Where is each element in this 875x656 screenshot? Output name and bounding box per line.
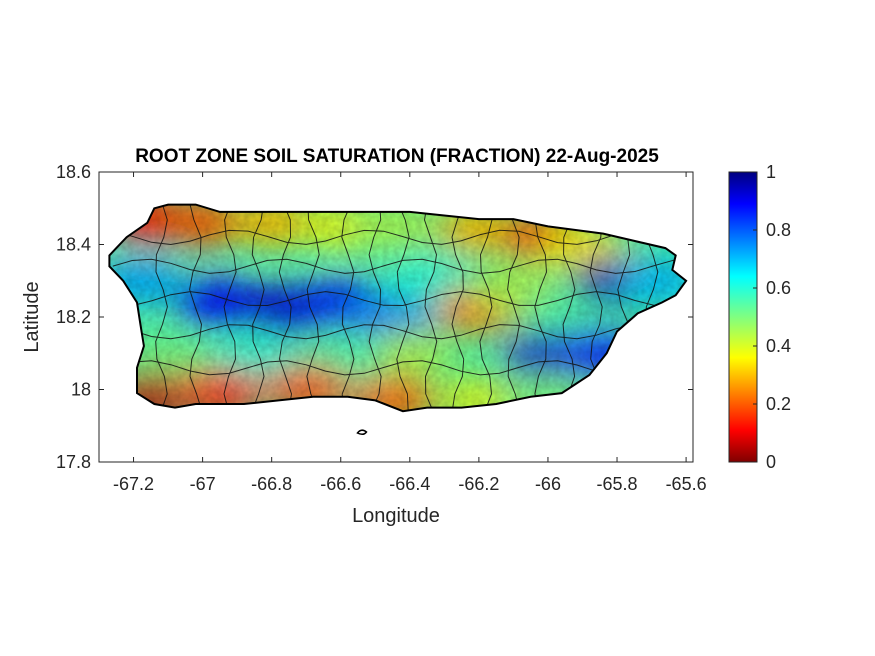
colorbar-ticks: 0 0.2 0.4 0.6 0.8 1 xyxy=(753,162,791,472)
y-axis-label: Latitude xyxy=(21,281,43,352)
x-tick-label: -66.8 xyxy=(251,474,292,494)
x-tick-label: -65.6 xyxy=(666,474,707,494)
x-axis-ticks: -67.2 -67 -66.8 -66.6 -66.4 -66.2 -66 -65.8 -65.… xyxy=(113,172,707,494)
y-tick-label: 17.8 xyxy=(56,452,91,472)
municipality-border xyxy=(112,229,687,246)
colorbar-tick-label: 0.8 xyxy=(766,220,791,240)
municipality-border xyxy=(368,204,382,412)
y-tick-label: 18.4 xyxy=(56,235,91,255)
x-tick-label: -67 xyxy=(190,474,216,494)
colorbar-tick-label: 0.6 xyxy=(766,278,791,298)
municipality-border xyxy=(278,204,293,412)
municipality-border xyxy=(396,204,410,412)
municipality-border xyxy=(223,204,237,412)
offshore-islet xyxy=(356,429,368,436)
island-outline xyxy=(108,203,688,413)
y-tick-label: 18 xyxy=(71,380,91,400)
municipality-border xyxy=(341,204,355,412)
x-tick-label: -66.4 xyxy=(389,474,430,494)
x-tick-label: -67.2 xyxy=(113,474,154,494)
municipality-border xyxy=(306,204,320,412)
x-tick-label: -66.2 xyxy=(458,474,499,494)
colorbar-tick-label: 0.2 xyxy=(766,394,791,414)
municipality-border xyxy=(155,204,168,412)
municipality-border xyxy=(423,204,438,412)
municipality-border xyxy=(562,204,576,412)
colorbar-tick-label: 0.4 xyxy=(766,336,791,356)
municipality-border xyxy=(251,204,265,412)
colorbar-tick-label: 0 xyxy=(766,452,776,472)
y-axis-ticks: 17.8 18 18.2 18.4 18.6 xyxy=(56,162,693,472)
x-axis-label: Longitude xyxy=(352,505,440,527)
x-tick-label: -66 xyxy=(535,474,561,494)
colorbar xyxy=(728,171,758,463)
map-title: ROOT ZONE SOIL SATURATION (FRACTION) 22-… xyxy=(135,146,659,167)
municipality-border xyxy=(112,291,687,307)
municipality-border xyxy=(112,324,687,340)
x-tick-label: -66.6 xyxy=(320,474,361,494)
municipality-border xyxy=(506,204,521,412)
municipality-border xyxy=(534,204,548,412)
municipality-border xyxy=(479,204,493,412)
municipality-border xyxy=(451,204,465,412)
colorbar-tick-label: 1 xyxy=(766,162,776,182)
municipality-border xyxy=(112,258,687,274)
y-tick-label: 18.6 xyxy=(56,162,91,182)
x-tick-label: -65.8 xyxy=(597,474,638,494)
y-tick-label: 18.2 xyxy=(56,307,91,327)
